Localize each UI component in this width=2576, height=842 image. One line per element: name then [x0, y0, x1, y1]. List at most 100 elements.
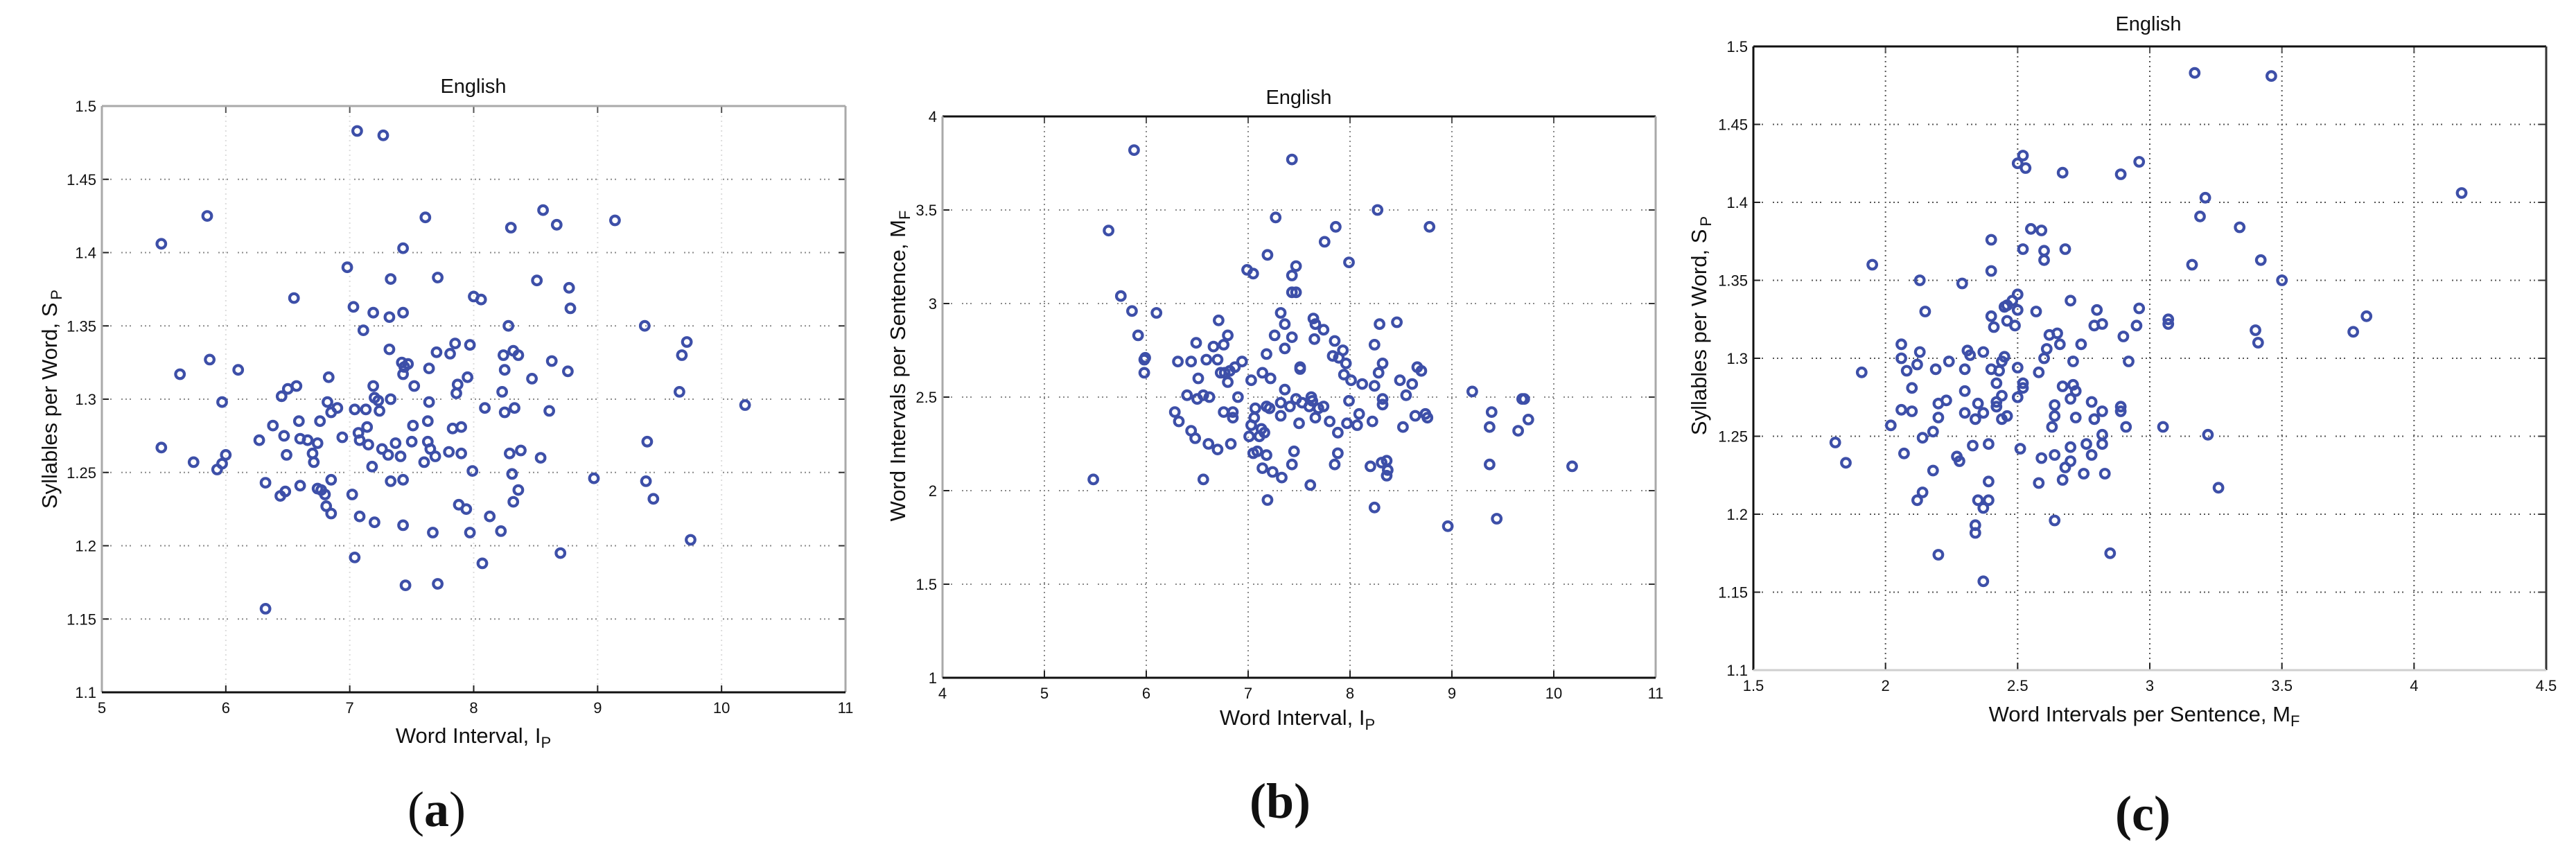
- x-tick-label: 5: [98, 699, 106, 717]
- data-point: [1331, 447, 1344, 459]
- data-point: [2017, 243, 2029, 255]
- data-point: [1518, 393, 1530, 405]
- data-point: [1139, 351, 1151, 364]
- data-point: [537, 204, 549, 216]
- data-point: [1916, 432, 1929, 444]
- data-point: [1343, 256, 1355, 269]
- data-point: [2065, 295, 2077, 307]
- data-point: [1522, 414, 1534, 426]
- data-point: [1953, 455, 1965, 467]
- data-point: [2157, 421, 2169, 433]
- data-point: [1329, 220, 1342, 233]
- data-point: [155, 441, 168, 454]
- data-point: [1381, 464, 1394, 476]
- data-point: [2069, 412, 2082, 423]
- data-point: [2046, 421, 2058, 433]
- data-point: [1214, 367, 1227, 379]
- y-tick-label: 1.25: [67, 464, 96, 482]
- data-point: [505, 222, 517, 234]
- data-point: [281, 383, 294, 395]
- data-point: [1227, 406, 1239, 418]
- data-point: [1340, 358, 1352, 369]
- data-point: [1293, 417, 1305, 430]
- data-point: [1261, 449, 1272, 462]
- data-point: [429, 450, 441, 462]
- data-point: [1236, 356, 1248, 368]
- y-tick-label: 1.15: [1718, 584, 1748, 602]
- data-point: [1191, 393, 1203, 405]
- data-point: [399, 579, 412, 591]
- x-tick-label: 4: [938, 685, 947, 702]
- y-axis-label: Syllables per Word, SP: [37, 290, 65, 509]
- x-tick-label: 11: [1648, 685, 1664, 702]
- data-point: [2120, 421, 2132, 433]
- x-axis-label: Word Interval, IP: [396, 723, 551, 751]
- data-point: [464, 527, 476, 538]
- x-tick-label: 7: [346, 699, 354, 717]
- axes-frame: [1752, 45, 2548, 672]
- data-point: [2038, 254, 2050, 266]
- data-point: [2194, 210, 2206, 222]
- data-point: [2033, 477, 2045, 489]
- data-point: [232, 364, 245, 376]
- panel-a: 5 6 7 8 9 10 11 1.1 1.15 1.2 1.25 1.3 1.35 1.4 1.45 1.5…: [37, 76, 853, 837]
- data-point: [1998, 301, 2010, 313]
- data-point: [455, 421, 467, 433]
- data-point: [367, 380, 379, 392]
- data-point: [2455, 187, 2468, 199]
- data-point: [1261, 494, 1274, 506]
- x-tick-label: 4: [2410, 677, 2418, 694]
- data-point: [253, 434, 265, 446]
- data-point: [1103, 225, 1114, 237]
- data-point: [1959, 363, 1971, 376]
- data-point: [588, 472, 600, 484]
- data-point: [2011, 304, 2024, 316]
- plot-title: English: [1265, 87, 1331, 109]
- data-point: [2360, 310, 2373, 322]
- data-point: [314, 415, 326, 428]
- data-point: [383, 311, 396, 324]
- data-point: [341, 261, 353, 274]
- data-point: [512, 349, 525, 361]
- data-point: [1985, 310, 1997, 322]
- data-point: [421, 415, 434, 428]
- data-point: [2051, 327, 2063, 340]
- axes-frame: [941, 115, 1657, 679]
- data-point: [353, 434, 366, 446]
- data-point: [1929, 363, 1942, 376]
- data-point: [2056, 380, 2069, 392]
- data-point: [1232, 391, 1244, 403]
- data-point: [1959, 385, 1971, 397]
- data-point: [498, 406, 511, 419]
- data-point: [1128, 144, 1140, 157]
- data-point: [1485, 406, 1498, 418]
- data-point: [1985, 265, 1997, 277]
- data-point: [1895, 403, 1907, 416]
- data-point: [1218, 367, 1231, 379]
- data-point: [638, 319, 651, 332]
- data-point: [1288, 445, 1300, 457]
- data-point: [1409, 410, 1421, 422]
- data-point: [319, 489, 331, 500]
- data-point: [1956, 277, 1968, 290]
- data-point: [464, 339, 476, 351]
- data-point: [1982, 475, 1995, 488]
- y-axis-label: Syllables per Word, SP: [1687, 216, 1715, 435]
- data-point: [2133, 156, 2146, 168]
- y-tick-label: 3.5: [915, 202, 937, 219]
- data-point: [376, 443, 388, 455]
- data-point: [1895, 352, 1907, 365]
- data-point: [308, 456, 320, 468]
- scatter-markers: [1829, 67, 2468, 588]
- x-tick-label: 10: [1545, 685, 1562, 702]
- data-point: [361, 421, 374, 433]
- data-point: [498, 364, 511, 376]
- y-tick-label: 1: [929, 669, 937, 687]
- gridlines: [1753, 46, 2547, 671]
- data-point: [504, 447, 516, 459]
- data-point: [1927, 464, 1939, 477]
- data-point: [1372, 204, 1384, 216]
- data-point: [2065, 393, 2077, 405]
- data-point: [2035, 452, 2048, 464]
- data-point: [496, 386, 508, 398]
